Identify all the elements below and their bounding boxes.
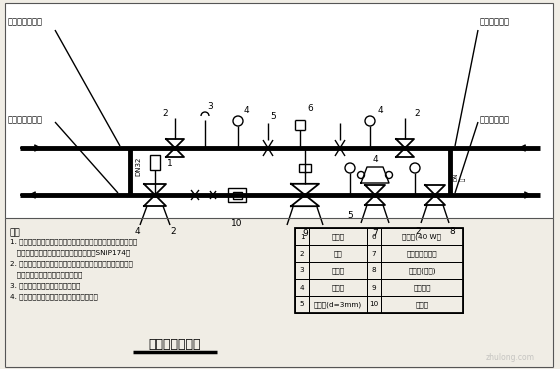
Bar [367,245,381,262]
Text: 1: 1 [300,234,304,239]
Text: 9: 9 [372,284,376,290]
Bar [299,164,311,172]
Text: DN
规: DN 规 [454,172,465,181]
Text: 3: 3 [300,268,304,273]
Bar [150,155,160,170]
Bar [309,296,367,313]
Bar [232,192,241,199]
Text: 5: 5 [300,301,304,307]
Text: 8: 8 [449,227,455,235]
Text: 6: 6 [307,103,313,113]
Text: 3. 压力表，温度到可合压则管管口: 3. 压力表，温度到可合压则管管口 [10,282,81,289]
Text: 电磁器(40 W）: 电磁器(40 W） [403,233,441,240]
Bar [295,279,309,296]
Text: DN32: DN32 [135,157,141,176]
Bar [367,296,381,313]
Bar [381,228,463,245]
Bar [295,228,309,245]
Text: 接主外供水管网: 接主外供水管网 [8,17,43,27]
Text: 接室内供水管: 接室内供水管 [480,17,510,27]
Text: 微粗阀: 微粗阀 [416,301,428,308]
Text: 1: 1 [167,159,173,168]
Text: 2: 2 [300,251,304,256]
Text: 热力入口大样图: 热力入口大样图 [149,338,201,352]
Text: 注：: 注： [10,228,21,237]
Bar [309,228,367,245]
Text: 2: 2 [414,108,420,117]
Text: 4: 4 [134,227,140,235]
Text: 截止阀: 截止阀 [332,233,344,240]
Bar [309,262,367,279]
Text: 温度计: 温度计 [332,267,344,274]
Text: 2. 非冬期门，光电器各自地暖入户管管规，看图的光电器量量: 2. 非冬期门，光电器各自地暖入户管管规，看图的光电器量量 [10,260,133,267]
Bar [295,245,309,262]
Bar [381,296,463,313]
Bar [381,262,463,279]
Bar [381,279,463,296]
Text: 给计量表: 给计量表 [413,284,431,291]
Text: 8: 8 [372,268,376,273]
Text: 1. 室暖入口处需根据供热水管情，竣工验收各业主需与本建筑物: 1. 室暖入口处需根据供热水管情，竣工验收各业主需与本建筑物 [10,238,137,245]
Bar [367,228,381,245]
Bar [381,245,463,262]
Text: 4: 4 [377,106,383,114]
Bar [295,296,309,313]
Text: 接主外回水管网: 接主外回水管网 [8,115,43,124]
Text: 4: 4 [372,155,378,163]
Text: 10: 10 [370,301,379,307]
Text: 过滤器(d=3mm): 过滤器(d=3mm) [314,301,362,308]
Text: 自力式减压差阀: 自力式减压差阀 [407,250,437,257]
Bar [228,188,246,202]
Text: 2: 2 [415,227,421,235]
Text: 5: 5 [347,210,353,220]
Text: 7: 7 [372,228,378,238]
Text: zhulong.com: zhulong.com [486,354,534,362]
Bar [309,245,367,262]
Text: 压力表: 压力表 [332,284,344,291]
Text: 7: 7 [372,251,376,256]
Text: 联合，要经管网供热水管供热水管应符合SNiP174。: 联合，要经管网供热水管供热水管应符合SNiP174。 [10,249,130,256]
Text: 4: 4 [300,284,304,290]
Text: 接室内回水管: 接室内回水管 [480,115,510,124]
Bar [5,3,553,218]
Text: 2: 2 [170,227,176,235]
Bar [309,279,367,296]
Text: 6: 6 [372,234,376,239]
Text: 闸阀: 闸阀 [334,250,342,257]
Text: 经流光入户管管路后的音管量量。: 经流光入户管管路后的音管量量。 [10,271,82,277]
Text: 5: 5 [270,111,276,121]
Text: 9: 9 [302,228,308,238]
Text: 10: 10 [231,218,242,228]
Text: 出水管(双筒): 出水管(双筒) [408,267,436,274]
Bar [295,228,463,313]
Text: 3: 3 [207,101,213,110]
Text: 4: 4 [243,106,249,114]
Text: 4. 也建量量需利应后，各他成不参量清听。: 4. 也建量量需利应后，各他成不参量清听。 [10,293,98,300]
Bar [367,279,381,296]
Bar [367,262,381,279]
Bar [295,262,309,279]
Text: 2: 2 [162,108,168,117]
